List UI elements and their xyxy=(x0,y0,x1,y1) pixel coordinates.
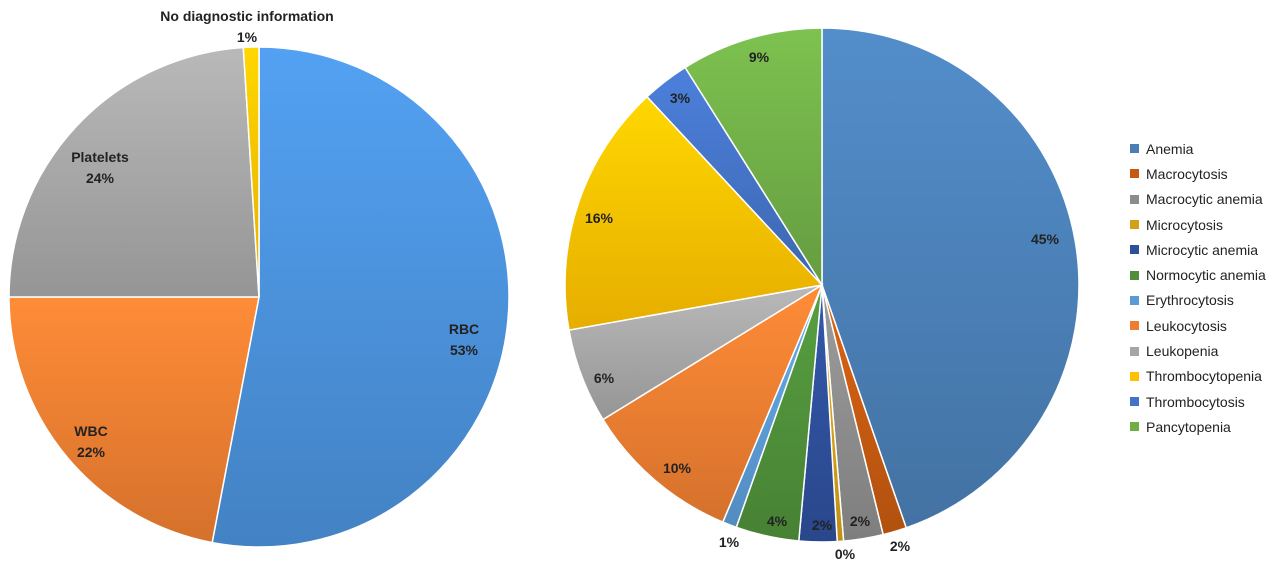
legend-label: Thrombocytosis xyxy=(1146,393,1245,410)
legend-item-leukopenia: Leukopenia xyxy=(1130,338,1266,363)
legend-swatch xyxy=(1130,194,1139,204)
legend-item-microcytosis: Microcytosis xyxy=(1130,212,1266,237)
legend-item-thrombocytopenia: Thrombocytopenia xyxy=(1130,364,1266,389)
slice-label-anemia: 45% xyxy=(1031,231,1060,247)
diagnosis-pie: 45%2%2%0%2%4%1%10%6%16%3%9% xyxy=(564,27,1080,562)
slice-label-erythrocytosis: 1% xyxy=(719,534,740,550)
legend-item-anemia: Anemia xyxy=(1130,136,1266,161)
legend-label: Erythrocytosis xyxy=(1146,292,1234,309)
legend-swatch xyxy=(1130,371,1139,381)
slice-leukocytosis xyxy=(601,283,824,524)
slice-label-no-diagnostic-information: 1% xyxy=(237,29,258,45)
slice-label-wbc: 22% xyxy=(77,444,106,460)
legend-swatch xyxy=(1130,270,1139,280)
slice-label-microcytic-anemia: 2% xyxy=(812,517,833,533)
legend-label: Macrocytosis xyxy=(1146,165,1228,182)
legend-swatch xyxy=(1130,346,1139,356)
legend-swatch xyxy=(1130,321,1139,331)
legend-label: Pancytopenia xyxy=(1146,418,1231,435)
slice-label-platelets: 24% xyxy=(86,170,115,186)
slice-name-platelets: Platelets xyxy=(71,149,129,165)
blood-component-pie: RBC 53% WBC 22% Platelets 24% No diagnostic in… xyxy=(8,8,510,548)
slice-anemia xyxy=(821,27,1080,529)
slice-name-rbc: RBC xyxy=(449,321,479,337)
slice-label-pancytopenia: 9% xyxy=(749,49,770,65)
legend-label: Thrombocytopenia xyxy=(1146,368,1262,385)
slice-label-thrombocytosis: 3% xyxy=(670,90,691,106)
slice-label-thrombocytopenia: 16% xyxy=(585,210,614,226)
legend-item-pancytopenia: Pancytopenia xyxy=(1130,414,1266,439)
legend-swatch xyxy=(1130,295,1139,305)
legend-label: Leukopenia xyxy=(1146,343,1219,360)
legend: Anemia Macrocytosis Macrocytic anemia Micro… xyxy=(1130,136,1266,440)
legend-item-thrombocytosis: Thrombocytosis xyxy=(1130,389,1266,414)
legend-swatch xyxy=(1130,144,1139,154)
slice-label-microcytosis: 0% xyxy=(835,546,856,561)
legend-item-leukocytosis: Leukocytosis xyxy=(1130,313,1266,338)
slice-platelets xyxy=(8,46,260,298)
legend-item-erythrocytosis: Erythrocytosis xyxy=(1130,288,1266,313)
legend-swatch xyxy=(1130,169,1139,179)
slice-label-rbc: 53% xyxy=(450,342,479,358)
legend-swatch xyxy=(1130,397,1139,407)
legend-item-normocytic-anemia: Normocytic anemia xyxy=(1130,262,1266,287)
slice-thrombocytopenia xyxy=(564,95,824,331)
slice-name-no-diagnostic-information: No diagnostic information xyxy=(160,8,333,24)
slice-label-macrocytosis: 2% xyxy=(890,538,911,554)
slice-name-wbc: WBC xyxy=(74,423,107,439)
legend-label: Microcytic anemia xyxy=(1146,241,1259,258)
legend-swatch xyxy=(1130,220,1139,230)
slice-wbc xyxy=(8,296,260,544)
slice-label-macrocytic-anemia: 2% xyxy=(850,513,871,529)
legend-label: Microcytosis xyxy=(1146,216,1224,233)
slice-label-leukocytosis: 10% xyxy=(663,460,692,476)
slice-label-leukopenia: 6% xyxy=(594,370,615,386)
slice-rbc xyxy=(211,46,510,548)
legend-label: Macrocytic anemia xyxy=(1146,191,1263,208)
legend-label: Anemia xyxy=(1146,140,1194,157)
slice-no-diagnostic-information xyxy=(242,46,260,298)
slice-pancytopenia xyxy=(684,27,823,288)
legend-swatch xyxy=(1130,245,1139,255)
slice-label-normocytic-anemia: 4% xyxy=(767,513,788,529)
legend-item-macrocytic-anemia: Macrocytic anemia xyxy=(1130,187,1266,212)
legend-label: Normocytic anemia xyxy=(1146,267,1266,284)
legend-item-microcytic-anemia: Microcytic anemia xyxy=(1130,237,1266,262)
legend-swatch xyxy=(1130,422,1139,432)
legend-label: Leukocytosis xyxy=(1146,317,1227,334)
legend-item-macrocytosis: Macrocytosis xyxy=(1130,161,1266,186)
